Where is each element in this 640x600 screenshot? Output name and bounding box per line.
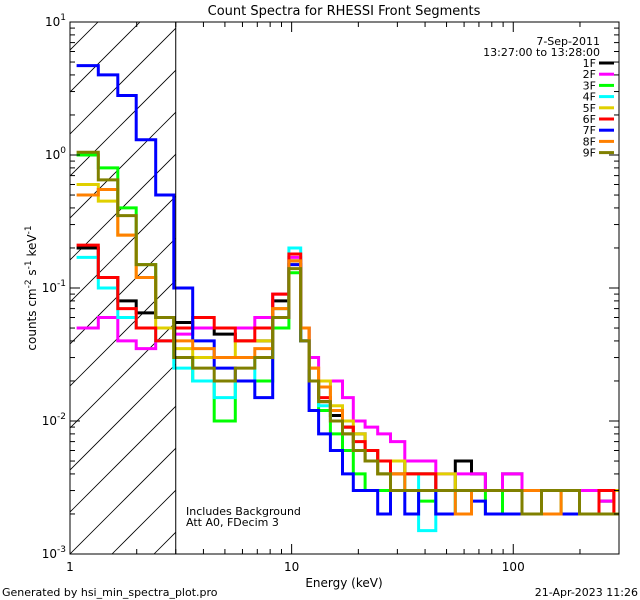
hatch-line <box>70 237 176 345</box>
y-tick-label: 100 <box>45 146 66 162</box>
y-tick-label: 10-2 <box>42 412 66 428</box>
hatch-line <box>70 363 176 471</box>
time-range-label: 13:27:00 to 13:28:00 <box>483 46 600 59</box>
y-axis-label: counts cm-2 s-1 keV-1 <box>24 225 39 350</box>
hatch-line <box>70 22 141 93</box>
x-tick-label: 10 <box>284 560 299 574</box>
legend-label-8F: 8F <box>583 135 596 148</box>
legend-label-2F: 2F <box>583 68 596 81</box>
legend-label-5F: 5F <box>583 102 596 115</box>
axes-layer: 1 10 100 10-3 10-2 10-1 100 101 <box>42 13 620 574</box>
hatch-line <box>70 447 176 554</box>
x-axis-label: Energy (keV) <box>305 576 382 590</box>
chart-title: Count Spectra for RHESSI Front Segments <box>208 4 481 19</box>
legend-label-3F: 3F <box>583 79 596 92</box>
legend-label-6F: 6F <box>583 113 596 126</box>
x-tick-label: 100 <box>502 560 525 574</box>
footer-generated-by: Generated by hsi_min_spectra_plot.pro <box>2 586 218 599</box>
series-line-7F <box>76 64 619 516</box>
footer-datetime: 21-Apr-2023 11:26 <box>535 586 638 599</box>
annotation-background: Includes Background <box>186 505 301 518</box>
x-tick-label: 1 <box>66 560 74 574</box>
legend-label-4F: 4F <box>583 91 596 104</box>
y-tick-label: 101 <box>45 13 66 29</box>
y-tick-label: 10-3 <box>42 545 66 561</box>
hatch-line <box>70 405 176 513</box>
legend-label-1F: 1F <box>583 57 596 70</box>
legend-label-7F: 7F <box>583 124 596 137</box>
y-tick-label: 10-1 <box>42 279 66 295</box>
legend-label-9F: 9F <box>583 147 596 160</box>
series-layer <box>76 64 619 533</box>
hatch-line <box>70 69 176 177</box>
annotation-attenuator: Att A0, FDecim 3 <box>186 516 279 529</box>
date-label: 7-Sep-2011 <box>536 35 600 48</box>
series-line-9F <box>76 150 619 516</box>
